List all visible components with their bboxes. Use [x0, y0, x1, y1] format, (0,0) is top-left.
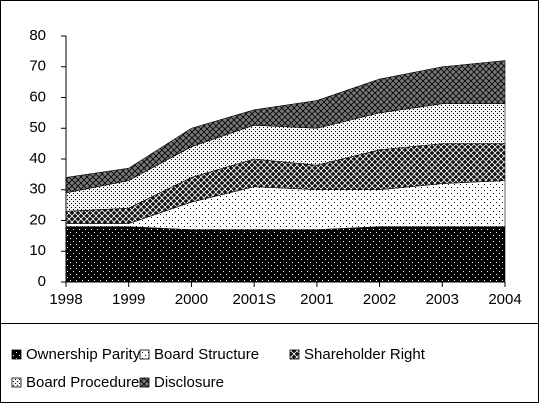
x-tick-label: 2001S [232, 291, 275, 308]
legend-swatch [139, 377, 150, 388]
legend-label: Board Procedure [26, 374, 139, 391]
x-tick-label: 2004 [488, 291, 521, 308]
x-tick-label: 2003 [426, 291, 459, 308]
legend-swatch [11, 377, 22, 388]
x-tick-label: 1998 [49, 291, 82, 308]
y-tick-label: 80 [29, 27, 46, 44]
y-tick-label: 50 [29, 119, 46, 136]
legend-swatch [139, 349, 150, 360]
y-tick-label: 0 [38, 273, 46, 290]
x-tick-label: 1999 [112, 291, 145, 308]
legend-label: Shareholder Right [304, 346, 426, 363]
y-tick-label: 10 [29, 242, 46, 259]
area [65, 226, 506, 283]
y-tick-label: 70 [29, 58, 46, 75]
y-tick-label: 60 [29, 88, 46, 105]
legend-label: Ownership Parity [26, 346, 141, 363]
area [65, 60, 506, 194]
x-tick-label: 2000 [175, 291, 208, 308]
legend-swatch [11, 349, 22, 360]
x-tick-label: 2002 [363, 291, 396, 308]
legend-swatch [289, 349, 300, 360]
legend-label: Board Structure [154, 346, 259, 363]
y-tick-label: 20 [29, 211, 46, 228]
y-tick-label: 40 [29, 150, 46, 167]
x-tick-label: 2001 [300, 291, 333, 308]
y-tick-label: 30 [29, 181, 46, 198]
legend-label: Disclosure [154, 374, 224, 391]
